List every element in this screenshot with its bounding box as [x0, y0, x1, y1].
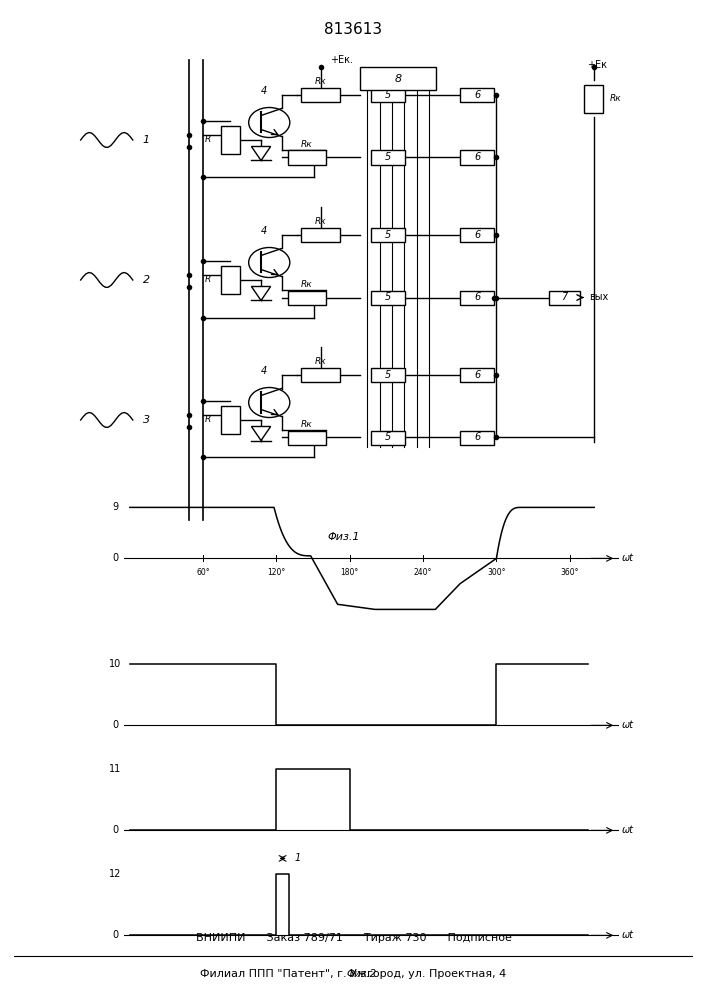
Text: Rк: Rк: [315, 77, 327, 86]
Text: 2: 2: [143, 275, 150, 285]
Polygon shape: [252, 426, 271, 440]
Text: 240°: 240°: [414, 568, 432, 577]
Text: Филиал ППП "Патент", г. Ужгород, ул. Проектная, 4: Филиал ППП "Патент", г. Ужгород, ул. Про…: [200, 969, 507, 979]
Text: 6: 6: [474, 90, 480, 100]
Text: 7: 7: [561, 292, 568, 302]
Polygon shape: [252, 146, 271, 160]
Bar: [460, 430, 494, 444]
Text: 5: 5: [385, 152, 391, 162]
Text: ωt: ωt: [622, 720, 634, 730]
Bar: [370, 290, 405, 304]
Text: 0: 0: [112, 825, 118, 835]
Bar: [221, 406, 240, 434]
Bar: [460, 88, 494, 102]
Polygon shape: [252, 286, 271, 300]
Text: +Eк.: +Eк.: [329, 55, 353, 65]
Text: R: R: [205, 135, 211, 144]
Bar: [370, 88, 405, 102]
Text: Rк: Rк: [301, 420, 312, 429]
Circle shape: [249, 107, 290, 137]
Text: 6: 6: [474, 432, 480, 442]
Text: Rк: Rк: [301, 140, 312, 149]
Text: ВНИИПИ      Заказ 789/71      Тираж 730      Подписное: ВНИИПИ Заказ 789/71 Тираж 730 Подписное: [196, 933, 511, 943]
Circle shape: [249, 387, 290, 418]
Bar: [361, 67, 436, 90]
Text: 60°: 60°: [197, 568, 210, 577]
Bar: [288, 290, 326, 304]
Bar: [370, 430, 405, 444]
Text: 813613: 813613: [325, 21, 382, 36]
Text: Rк: Rк: [609, 94, 621, 103]
Text: 4: 4: [261, 366, 267, 376]
Text: +Eк: +Eк: [587, 60, 607, 70]
Bar: [584, 85, 603, 113]
Bar: [221, 266, 240, 294]
Text: 1: 1: [295, 853, 301, 863]
Text: Rк: Rк: [315, 357, 327, 366]
Text: Rк: Rк: [315, 218, 327, 227]
Bar: [288, 150, 326, 164]
Bar: [370, 150, 405, 164]
Bar: [370, 368, 405, 382]
Text: R: R: [205, 416, 211, 424]
Circle shape: [249, 247, 290, 277]
Text: R: R: [205, 275, 211, 284]
Bar: [370, 228, 405, 242]
Text: 5: 5: [385, 230, 391, 240]
Bar: [301, 368, 340, 382]
Text: 6: 6: [474, 230, 480, 240]
Text: 0: 0: [112, 930, 118, 940]
Text: 3: 3: [143, 415, 150, 425]
Bar: [460, 228, 494, 242]
Text: 0: 0: [112, 553, 118, 563]
Text: ωt: ωt: [622, 930, 634, 940]
Bar: [288, 430, 326, 444]
Text: 4: 4: [261, 227, 267, 236]
Text: 10: 10: [109, 659, 122, 669]
Text: 12: 12: [109, 869, 122, 879]
Text: 6: 6: [474, 292, 480, 302]
Text: Φиз.2: Φиз.2: [347, 969, 377, 979]
Text: 360°: 360°: [561, 568, 579, 577]
Bar: [301, 88, 340, 102]
Text: ωt: ωt: [622, 825, 634, 835]
Text: 8: 8: [395, 74, 402, 84]
Text: 6: 6: [474, 370, 480, 380]
Text: 5: 5: [385, 432, 391, 442]
Text: Rк: Rк: [301, 280, 312, 289]
Text: 180°: 180°: [341, 568, 359, 577]
Text: вых: вых: [589, 292, 608, 302]
Bar: [460, 290, 494, 304]
Bar: [301, 228, 340, 242]
Text: 0: 0: [112, 720, 118, 730]
Text: 6: 6: [474, 152, 480, 162]
Bar: [460, 150, 494, 164]
Text: Φиз.1: Φиз.1: [327, 532, 360, 542]
Bar: [460, 368, 494, 382]
Bar: [549, 290, 580, 304]
Text: 5: 5: [385, 370, 391, 380]
Text: 1: 1: [143, 135, 150, 145]
Text: 5: 5: [385, 292, 391, 302]
Text: 300°: 300°: [487, 568, 506, 577]
Bar: [221, 126, 240, 154]
Text: 9: 9: [112, 502, 118, 512]
Text: 5: 5: [385, 90, 391, 100]
Text: 4: 4: [261, 87, 267, 97]
Text: ωt: ωt: [622, 553, 634, 563]
Text: 11: 11: [109, 764, 122, 774]
Text: 120°: 120°: [267, 568, 286, 577]
